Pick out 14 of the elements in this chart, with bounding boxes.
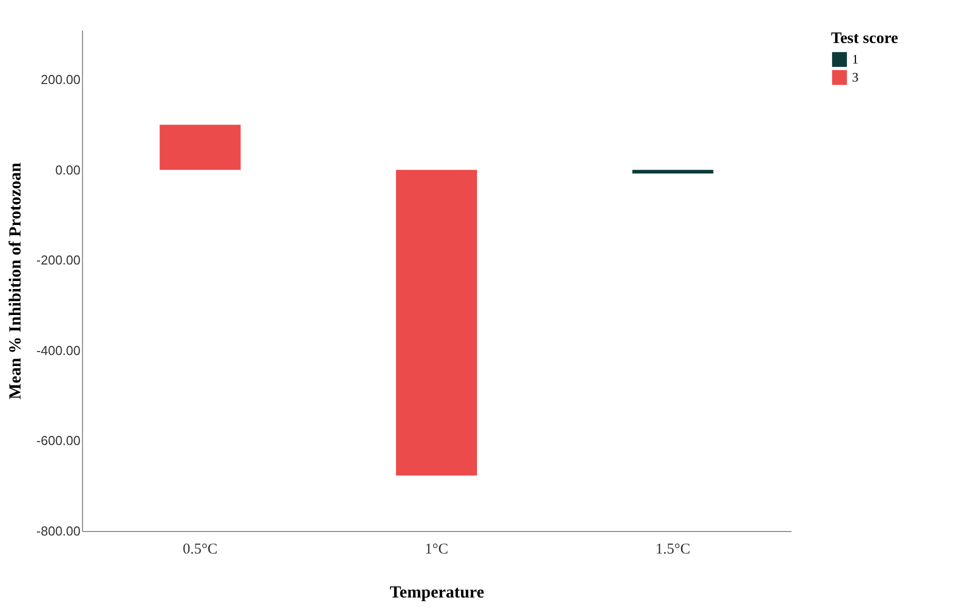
y-axis-title: Mean % Inhibition of Protozoan — [5, 162, 24, 400]
legend-label: 3 — [852, 70, 858, 84]
legend-label: 1 — [852, 52, 858, 66]
x-axis-title: Temperature — [390, 582, 485, 602]
y-tick-label: -200.00 — [36, 252, 80, 268]
x-tick-label: 0.5°C — [182, 542, 218, 558]
y-tick-label: -400.00 — [36, 342, 80, 358]
y-tick-label: -600.00 — [36, 433, 80, 448]
x-tick-label: 1.5°C — [655, 542, 690, 558]
y-tick-label: 200.00 — [40, 72, 80, 88]
x-tick-label: 1°C — [424, 542, 448, 558]
y-tick-label: -800.00 — [36, 524, 80, 538]
y-tick-label: 0.00 — [55, 162, 80, 178]
legend-title: Test score — [831, 30, 898, 47]
